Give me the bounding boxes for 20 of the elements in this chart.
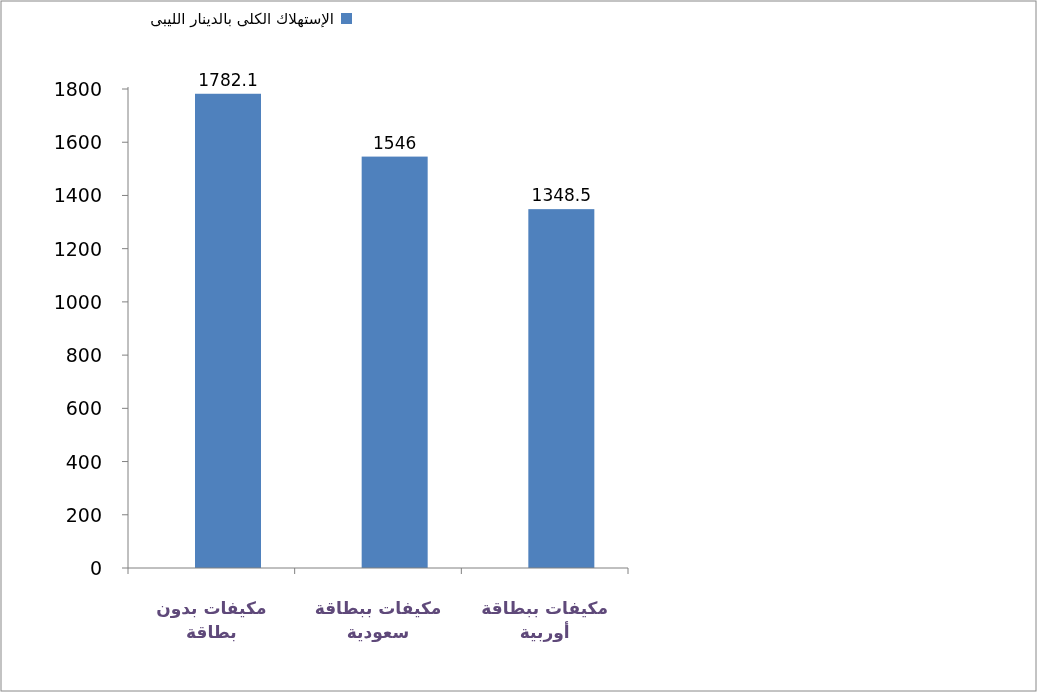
y-tick-label: 800 (65, 344, 102, 367)
y-tick-label: 1200 (53, 237, 102, 260)
y-tick-label: 1400 (53, 184, 102, 207)
x-tick-label: مكيفات ببطاقة سعودية (314, 598, 442, 643)
y-tick-label: 400 (65, 450, 102, 473)
y-tick-label: 0 (89, 557, 102, 579)
bar (528, 209, 595, 568)
y-tick-label: 600 (65, 397, 102, 420)
bar (195, 93, 261, 568)
y-tick-label: 1600 (53, 131, 102, 154)
bar (361, 156, 428, 568)
x-tick-label: مكيفات ببطاقة أوربية (481, 598, 609, 643)
y-tick-label: 1000 (53, 290, 102, 313)
y-tick-label: 1800 (53, 78, 102, 100)
data-label: 1782.1 (198, 69, 258, 90)
legend: الإستهلاك الكلى بالدينار الليبى (150, 10, 352, 28)
data-label: 1546 (373, 132, 417, 153)
x-tick-label: مكيفات بدون بطاقة (156, 598, 267, 642)
y-tick-label: 200 (65, 503, 102, 526)
data-label: 1348.5 (531, 185, 592, 206)
